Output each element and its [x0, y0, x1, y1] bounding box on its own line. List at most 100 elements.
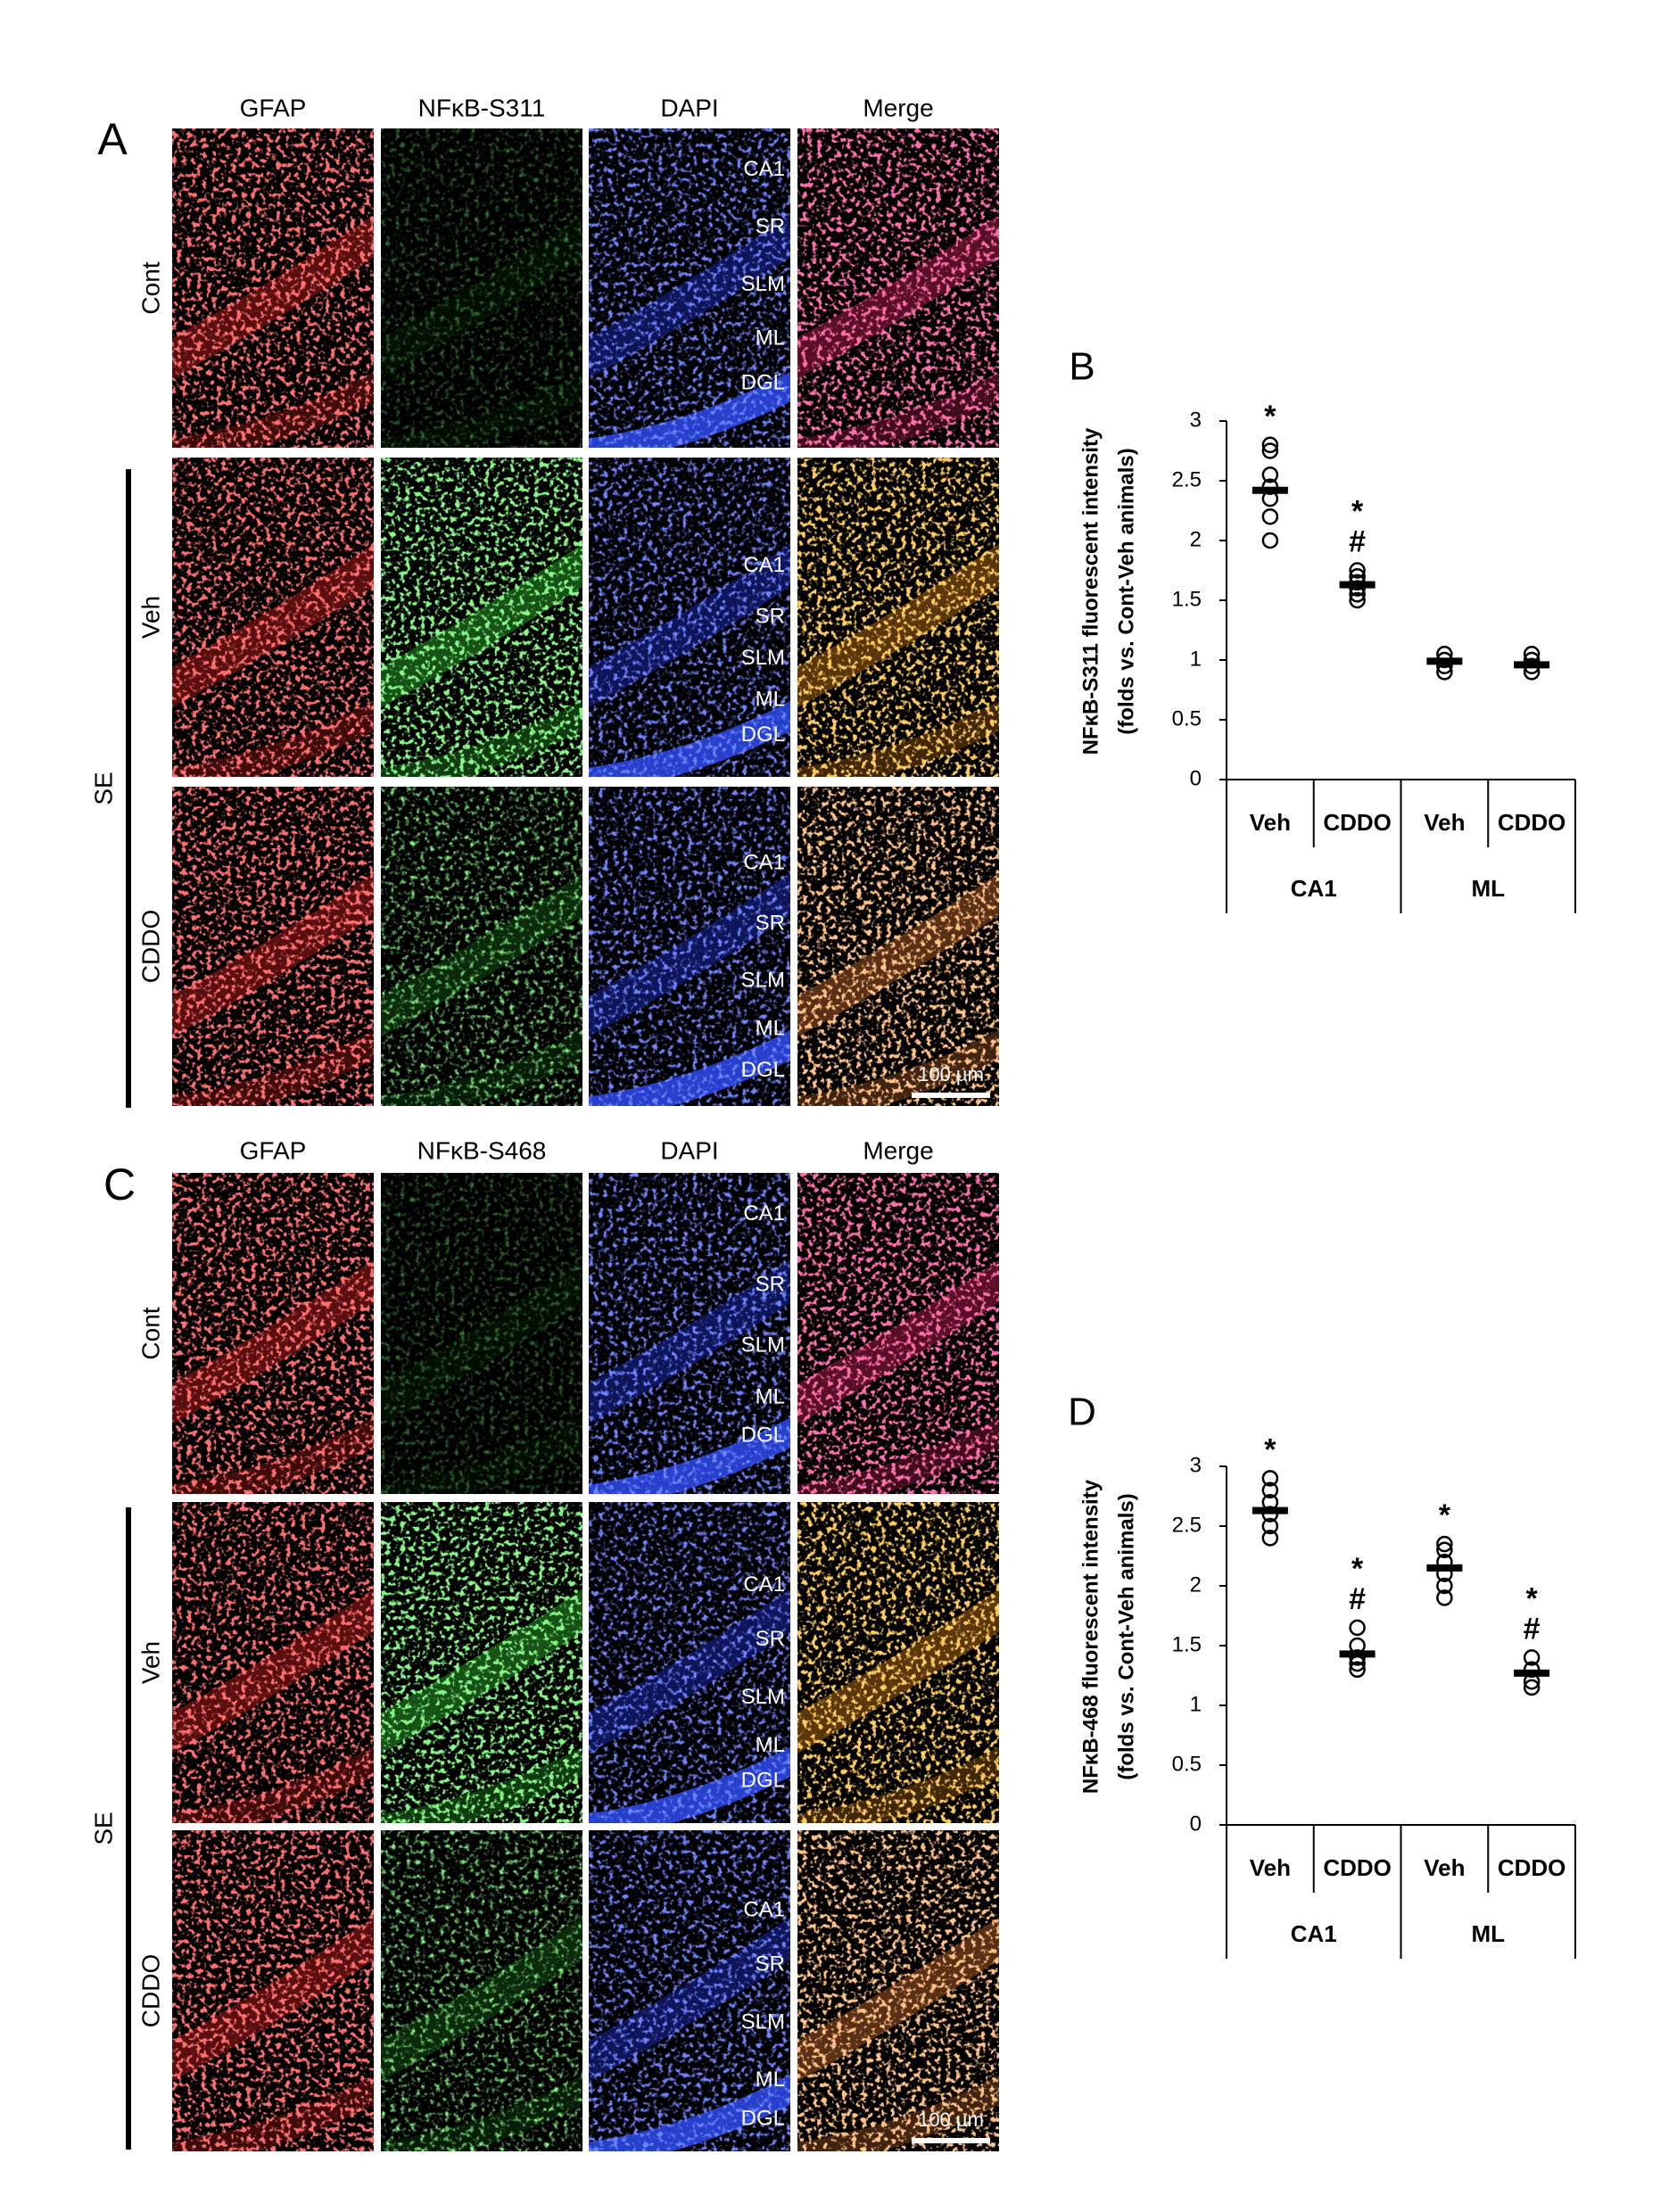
y-tick-label: 0.5 [1172, 1752, 1202, 1776]
y-tick-label: 2 [1190, 527, 1202, 551]
row-label: CDDO [136, 910, 164, 983]
micrograph [589, 1830, 790, 2151]
region-label: ML [756, 326, 785, 351]
micrograph [589, 1502, 790, 1823]
data-point [1261, 1530, 1279, 1547]
region-label: ML [756, 2068, 785, 2092]
micrograph [797, 1502, 999, 1823]
region-label: DGL [741, 722, 785, 747]
x-tick-label: Veh [1424, 809, 1465, 836]
region-label: CA1 [743, 1572, 785, 1597]
data-point [1261, 532, 1279, 549]
data-point [1523, 1679, 1541, 1696]
micrograph [797, 1173, 999, 1494]
row-label: Cont [136, 1307, 164, 1359]
y-axis-label: (folds vs. Cont-Veh animals) [1114, 448, 1138, 734]
region-label: CA1 [743, 850, 785, 874]
mean-bar [1252, 1506, 1288, 1515]
data-point [1523, 1649, 1541, 1666]
column-header: Merge [863, 1136, 933, 1164]
significance-mark: # [1524, 1612, 1541, 1646]
significance-mark: # [1349, 1582, 1366, 1616]
x-tick-label: CDDO [1323, 1854, 1392, 1881]
y-tick-label: 1 [1190, 647, 1202, 671]
significance-mark: * [1351, 1552, 1364, 1586]
micrograph [797, 1830, 999, 2151]
scale-bar-label: 100 µm [918, 2109, 984, 2131]
y-axis-label: NFκB-S311 fluorescent intensity [1078, 427, 1103, 755]
data-point [1436, 1589, 1453, 1606]
chart-letter: B [1069, 345, 1095, 389]
data-point [1261, 442, 1279, 459]
region-label: SR [756, 911, 785, 935]
region-label: SR [756, 604, 785, 628]
region-label: DGL [741, 371, 785, 395]
significance-mark: * [1264, 400, 1276, 433]
region-label: CA1 [743, 1897, 785, 1921]
x-tick-label: Veh [1424, 1854, 1465, 1881]
y-axis-label: NFκB-468 fluorescent intensity [1078, 1479, 1103, 1794]
data-point [1261, 1470, 1279, 1487]
mean-bar [1339, 581, 1375, 589]
region-label: SR [756, 214, 785, 238]
data-point [1261, 1517, 1279, 1535]
x-tick-label: Veh [1250, 1854, 1291, 1881]
region-label: CA1 [743, 1201, 785, 1226]
micrograph [172, 1502, 374, 1823]
chart-letter: D [1068, 1391, 1096, 1434]
data-point [1261, 1482, 1279, 1499]
micrograph [172, 128, 374, 448]
group-label: ML [1471, 875, 1505, 902]
micrograph [797, 128, 999, 448]
group-label: SE [89, 1812, 117, 1845]
region-label: DGL [741, 1769, 785, 1793]
data-point [1349, 562, 1366, 579]
x-tick-label: CDDO [1323, 809, 1392, 836]
micrograph [172, 1173, 374, 1494]
y-tick-label: 3 [1190, 408, 1202, 432]
micrograph [172, 1830, 374, 2151]
micrograph [381, 787, 582, 1106]
micrograph [381, 1173, 582, 1494]
significance-mark: * [1439, 1498, 1451, 1532]
micrograph [589, 1173, 790, 1494]
data-point [1261, 508, 1279, 525]
micrograph [381, 128, 582, 448]
group-label: CA1 [1291, 1920, 1337, 1947]
scale-bar-label: 100 µm [918, 1063, 984, 1085]
mean-bar [1339, 1650, 1375, 1658]
region-label: CA1 [743, 157, 785, 181]
region-label: DGL [741, 1058, 785, 1082]
mean-bar [1514, 1669, 1550, 1677]
data-point [1436, 1577, 1453, 1595]
column-header: Merge [863, 94, 933, 121]
micrograph [589, 128, 790, 448]
micrograph [172, 787, 374, 1106]
region-label: CA1 [743, 553, 785, 577]
region-label: SLM [741, 2010, 785, 2034]
data-point [1261, 436, 1279, 454]
row-label: Cont [136, 261, 164, 314]
region-label: SLM [741, 646, 785, 670]
row-label: Veh [136, 596, 164, 639]
group-label: SE [89, 772, 117, 805]
region-label: SLM [741, 969, 785, 993]
mean-bar [1426, 1564, 1463, 1572]
x-tick-label: CDDO [1498, 809, 1566, 836]
y-tick-label: 0 [1190, 766, 1202, 790]
micrograph [381, 1830, 582, 2151]
row-label: CDDO [136, 1954, 164, 2027]
region-label: SR [756, 1272, 785, 1296]
column-header: NFκB-S468 [417, 1136, 547, 1164]
panel-letter: C [103, 1160, 136, 1209]
panel-letter: A [97, 114, 128, 164]
y-tick-label: 1.5 [1172, 1632, 1202, 1656]
data-point [1349, 1661, 1366, 1679]
micrograph [797, 787, 999, 1106]
y-tick-label: 0.5 [1172, 706, 1202, 730]
group-label: CA1 [1291, 875, 1337, 902]
data-point [1523, 646, 1541, 663]
y-tick-label: 3 [1190, 1453, 1202, 1477]
micrograph [172, 458, 374, 777]
